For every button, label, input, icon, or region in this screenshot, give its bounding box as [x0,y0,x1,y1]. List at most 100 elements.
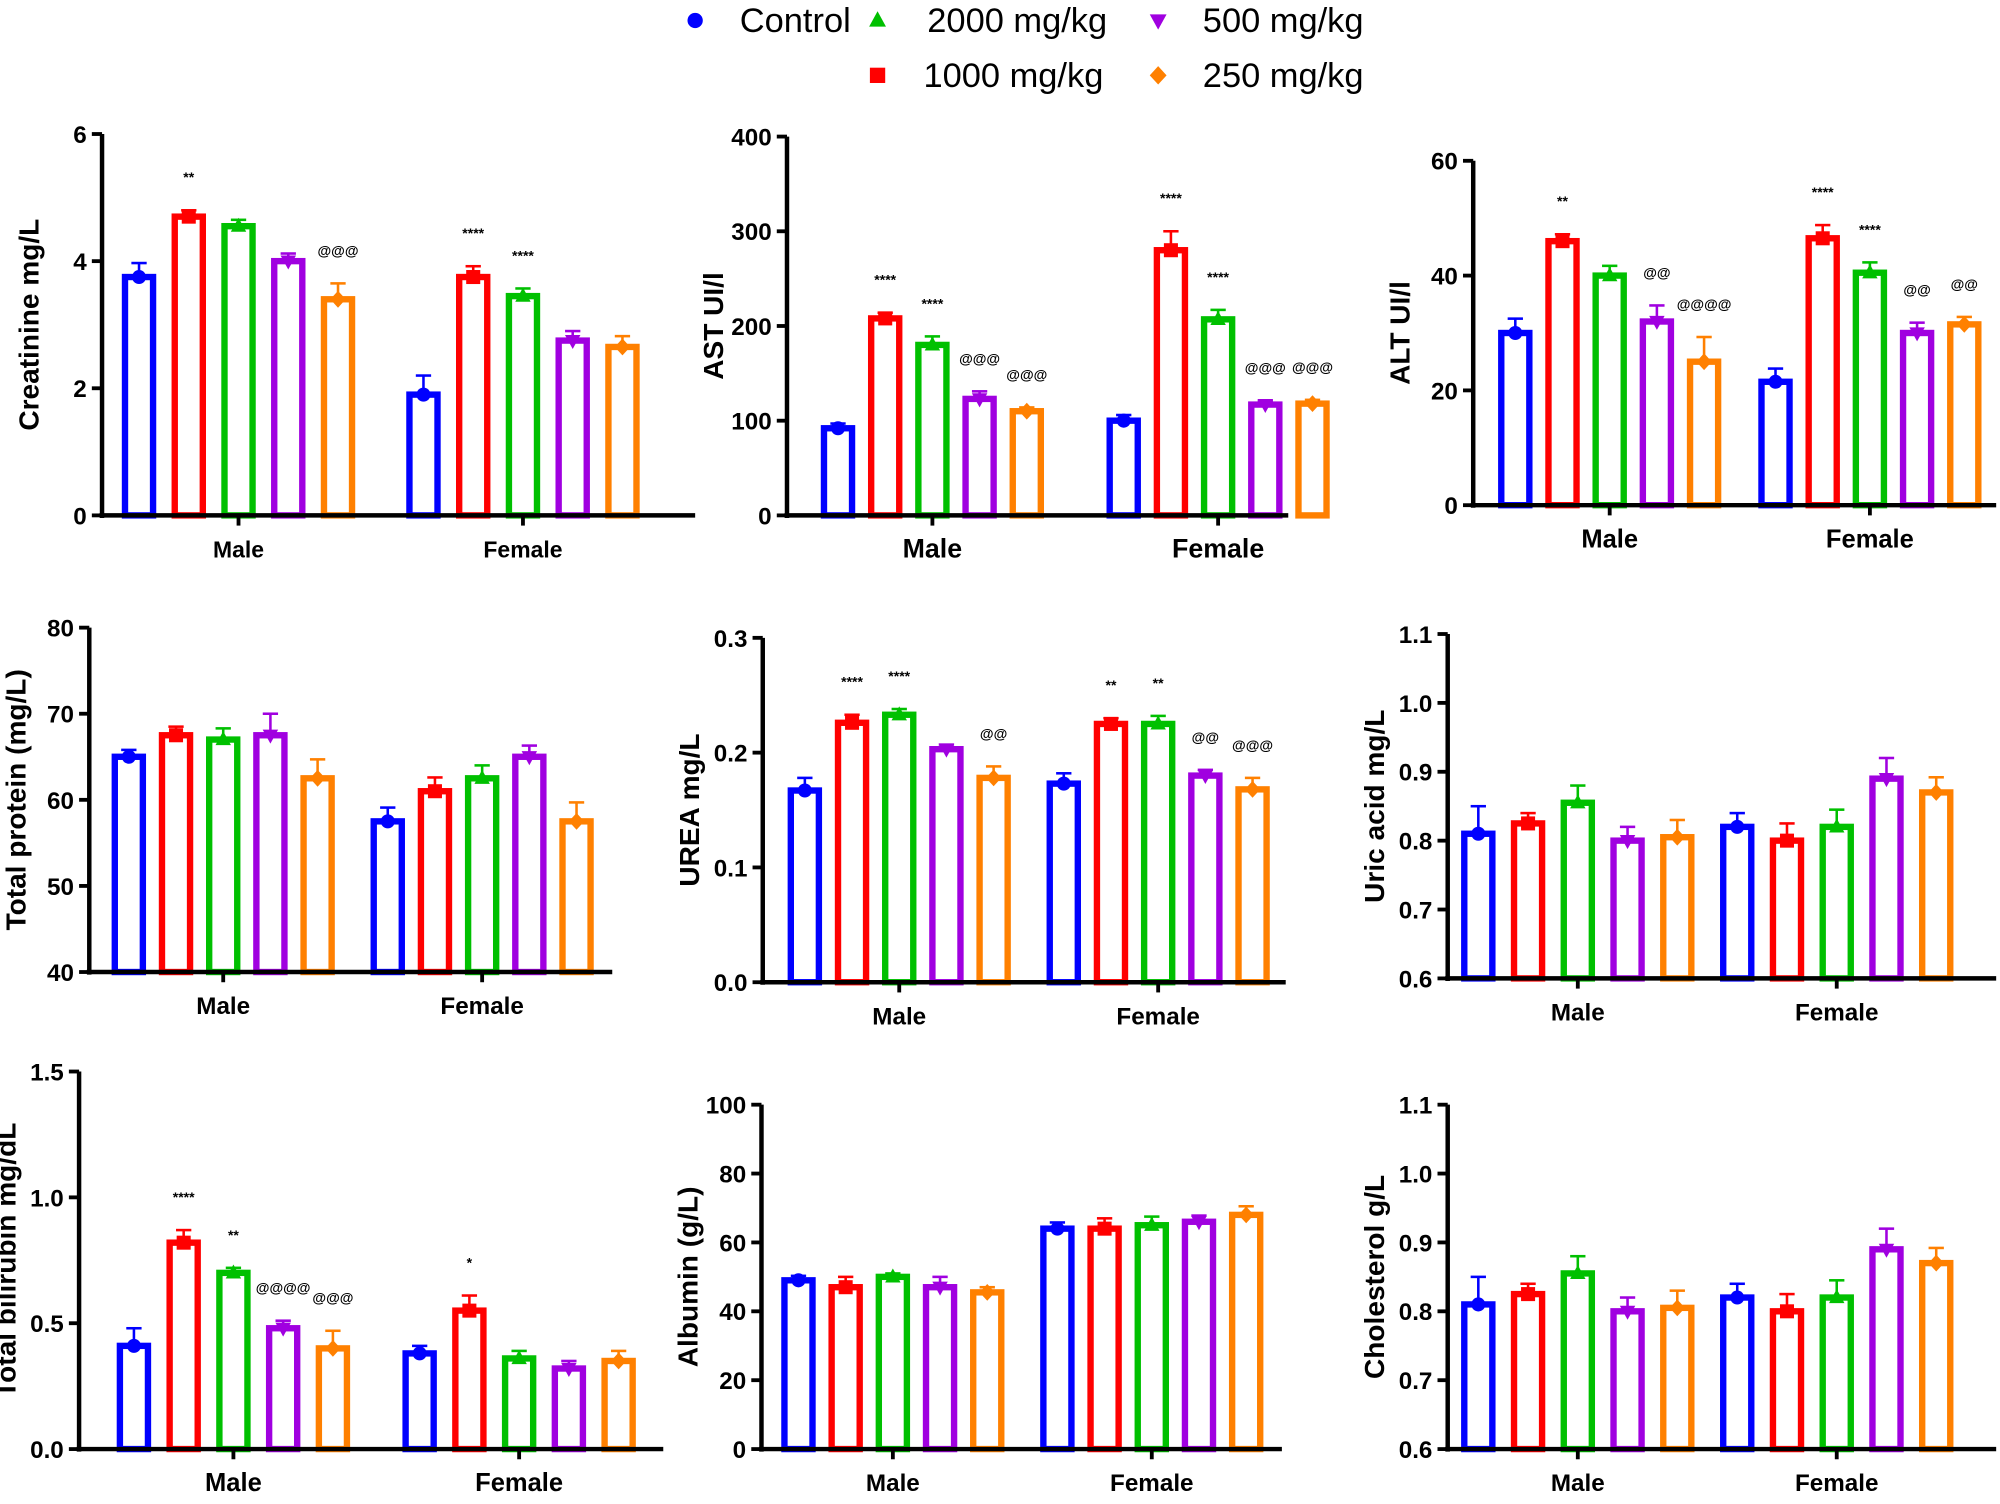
significance-label: @@@ [318,242,359,258]
mean-marker [610,1352,627,1370]
mean-marker [1730,819,1745,834]
bar-female-2 [1134,1222,1170,1453]
significance-label: @@@ [1006,366,1047,382]
mean-marker [1619,835,1636,850]
y-tick-label: 4 [73,249,87,276]
mean-marker [971,393,988,408]
y-tick-label: 40 [47,960,74,987]
mean-marker [1768,374,1783,389]
bar-male-4 [320,296,356,519]
y-tick-label: 0.8 [1399,1299,1433,1326]
mean-marker [215,731,231,746]
mean-marker [1730,1290,1745,1305]
mean-marker [1956,315,1973,333]
legend-label: 500 mg/kg [1203,2,1364,40]
bar-male-4 [976,774,1011,986]
y-tick-label: 0.2 [714,741,748,768]
bar-male-0 [820,425,856,519]
bar-male-0 [111,753,147,976]
mean-marker [330,290,346,308]
bar-female-4 [1235,786,1270,986]
bar-female-0 [1720,823,1755,982]
legend-marker-square-icon [869,67,886,83]
mean-marker [1471,826,1486,841]
bar-female-1 [1153,247,1189,519]
mean-marker [1601,267,1618,282]
bar-female-3 [1869,775,1904,982]
significance-label: @@ [1643,264,1670,280]
mean-marker [830,421,846,436]
bar-female-3 [555,337,590,519]
bar-male-2 [1560,1270,1596,1453]
mean-marker [1878,1243,1895,1258]
legend-marker-triangle-up-icon [869,11,886,27]
mean-marker [1144,1216,1160,1231]
bar-male-1 [1510,820,1546,982]
y-tick-label: 1.0 [30,1185,64,1212]
bar-male-0 [1461,1301,1496,1453]
bar-male-4 [1686,358,1722,509]
x-tick-label: Female [475,1469,563,1497]
bar-female-0 [402,1350,437,1453]
bar-female-3 [1181,1218,1217,1453]
y-tick-label: 50 [47,874,74,901]
bar-male-4 [300,775,335,976]
bar-female-4 [1919,1259,1954,1453]
mean-marker [462,1303,477,1318]
bar-female-0 [406,391,441,519]
bar-male-0 [781,1277,816,1453]
x-tick-label: Female [1110,1470,1193,1497]
bar-male-2 [1592,272,1627,509]
mean-marker [132,270,147,285]
bar-male-2 [875,1273,911,1453]
bar-female-0 [1040,1225,1075,1453]
mean-marker [1210,310,1226,325]
bar-female-3 [512,753,547,976]
bar-female-2 [1819,1294,1854,1453]
x-tick-label: Male [1551,1470,1605,1497]
y-axis-label: Uric acid mg/L [1359,710,1390,903]
x-tick-label: Male [1581,525,1638,553]
mean-marker [1779,833,1795,848]
y-tick-label: 0.3 [714,626,748,653]
significance-label: **** [512,247,534,263]
y-axis-label: Albumin (g/L) [673,1187,704,1368]
significance-label: ** [228,1227,239,1243]
x-tick-label: Male [866,1470,920,1497]
bar-female-3 [1188,772,1223,986]
mean-marker [126,1338,141,1353]
mean-marker [564,334,581,350]
significance-label: @@@@ [256,1280,311,1296]
bar-male-2 [1560,799,1596,982]
significance-label: @@@ [959,350,1000,366]
x-tick-label: Male [213,536,264,562]
y-axis-label: Total protein (mg/L) [1,669,32,930]
bar-male-1 [867,315,903,519]
bar-female-1 [1769,837,1805,982]
y-tick-label: 40 [719,1299,746,1326]
bar-male-2 [216,1269,251,1453]
bar-male-0 [116,1342,152,1453]
y-tick-label: 2 [73,376,86,403]
bar-male-2 [221,222,256,519]
x-tick-label: Male [903,533,963,563]
bar-male-1 [828,1284,863,1453]
bar-female-4 [1947,321,1982,509]
mean-marker [1191,1216,1207,1231]
bar-male-1 [158,732,194,976]
mean-marker [1829,1289,1845,1304]
significance-label: **** [1812,184,1834,200]
mean-marker [1019,402,1035,420]
y-tick-label: 1.0 [1399,691,1433,718]
y-tick-label: 0 [1444,493,1457,520]
bar-male-4 [315,1345,351,1453]
bar-male-4 [1009,408,1045,519]
legend: Control 1000 mg/kg 2000 mg/kg 500 mg/kg 250 … [687,2,1364,95]
bar-female-2 [505,292,541,519]
y-tick-label: 0 [73,503,86,530]
mean-marker [309,769,326,787]
y-tick-label: 100 [731,409,771,436]
